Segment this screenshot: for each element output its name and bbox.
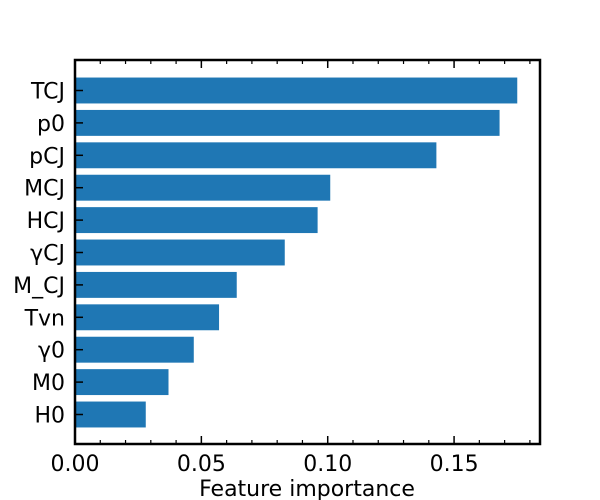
- y-tick-label: p0: [37, 112, 65, 137]
- x-tick-label: 0.00: [51, 452, 100, 477]
- bar-M0: [75, 369, 169, 396]
- bar-HCJ: [75, 207, 318, 234]
- bar-γ0: [75, 336, 194, 363]
- x-axis-label: Feature importance: [199, 477, 415, 500]
- label-group: TCJ p0 pCJ MCJ HCJ γCJ M_CJ Tvn γ0 M0 H0 0.00 0.05 0.…: [13, 80, 478, 478]
- x-tick-label: 0.05: [177, 452, 226, 477]
- bar-M_CJ: [75, 271, 237, 298]
- bar-p0: [75, 109, 500, 136]
- y-tick-label: pCJ: [29, 144, 65, 169]
- bar-TCJ: [75, 77, 518, 104]
- y-tick-label: γCJ: [30, 242, 65, 267]
- y-tick-label: Tvn: [24, 306, 65, 331]
- bar-pCJ: [75, 142, 437, 169]
- y-tick-label: MCJ: [24, 177, 65, 202]
- bar-H0: [75, 401, 146, 428]
- y-tick-label: HCJ: [27, 209, 65, 234]
- bar-group: [75, 77, 518, 428]
- bar-Tvn: [75, 304, 220, 331]
- x-tick-label: 0.10: [303, 452, 352, 477]
- bar-γCJ: [75, 239, 285, 266]
- bar-MCJ: [75, 174, 331, 201]
- y-tick-label: H0: [34, 404, 65, 429]
- x-tick-label: 0.15: [430, 452, 479, 477]
- y-tick-label: M0: [32, 371, 65, 396]
- y-tick-label: γ0: [38, 339, 65, 364]
- y-tick-label: TCJ: [30, 80, 65, 105]
- y-tick-label: M_CJ: [13, 274, 65, 299]
- plot-frame: [73, 58, 542, 446]
